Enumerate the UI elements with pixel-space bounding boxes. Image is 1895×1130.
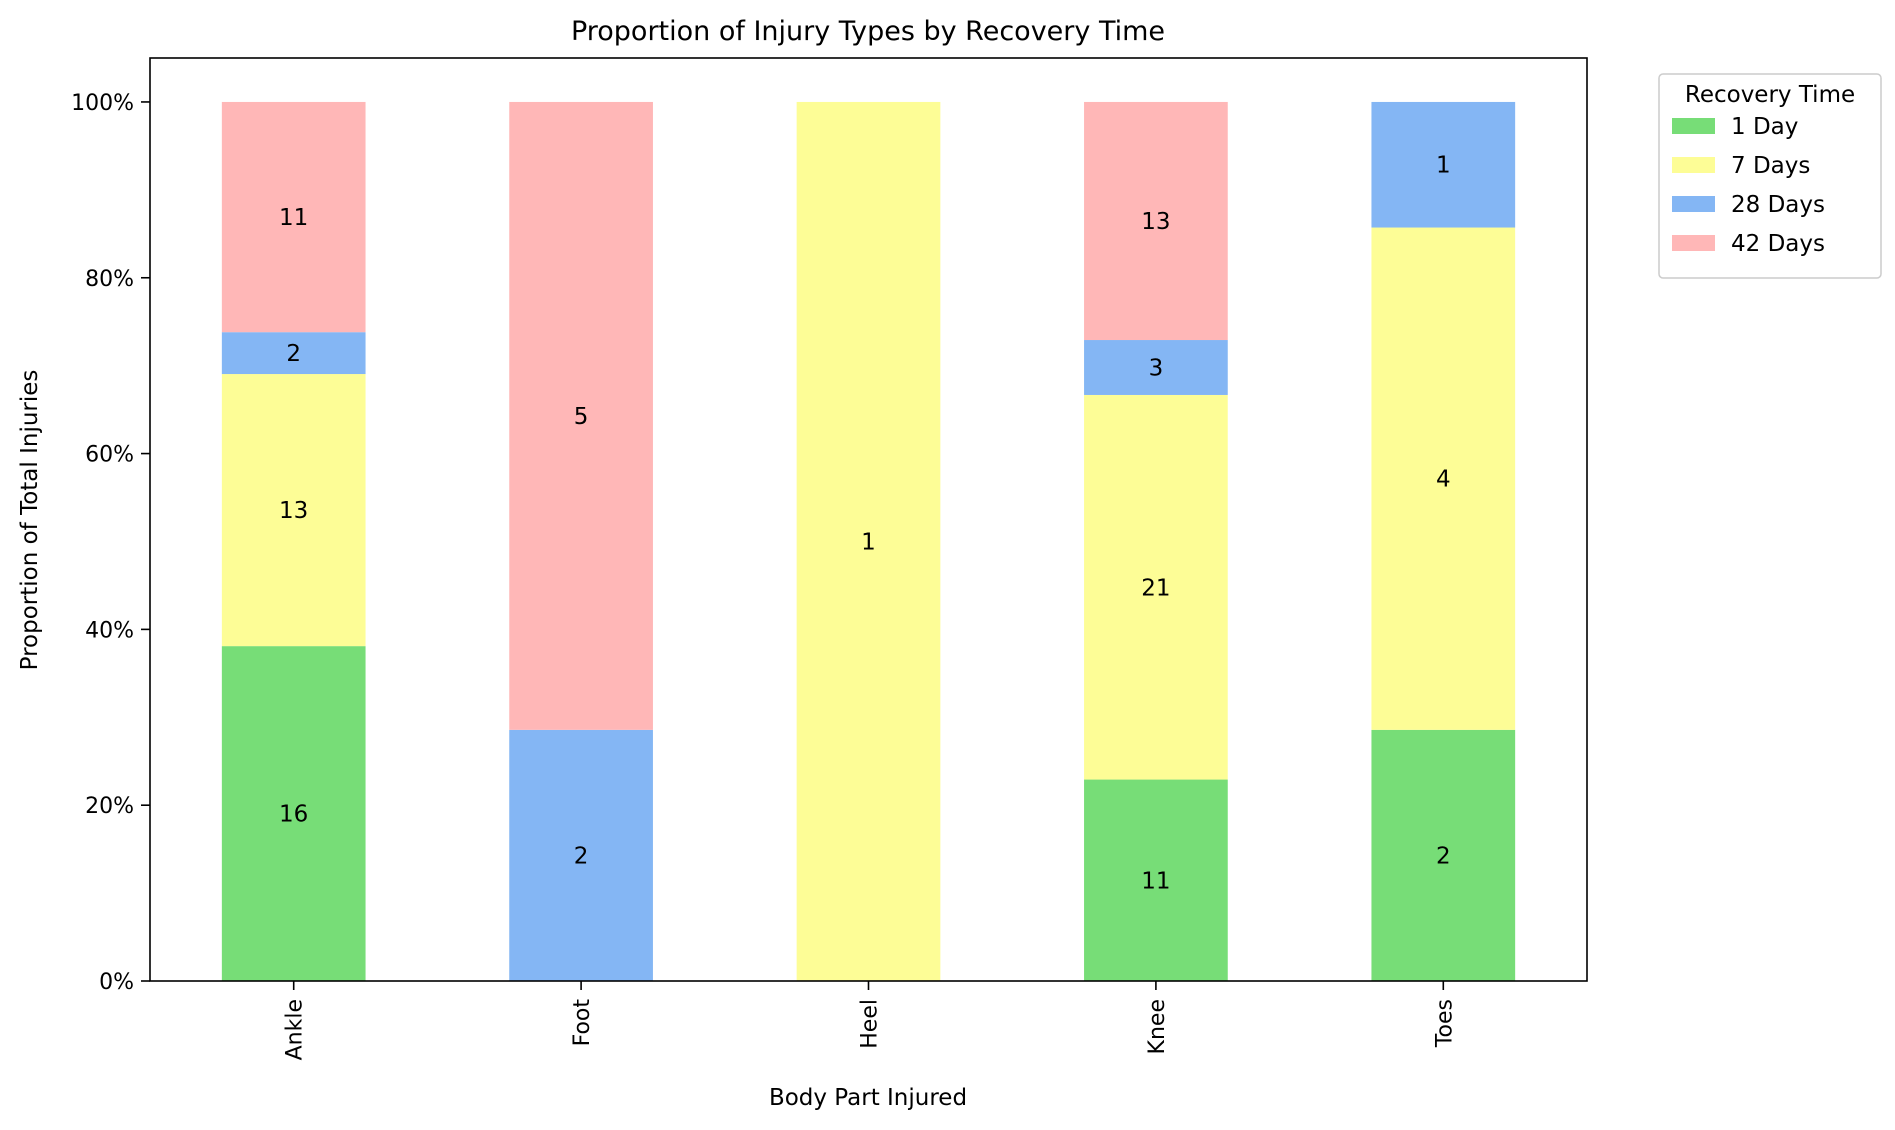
legend-swatch-28-days [1672,196,1715,212]
x-tick-label-toes: Toes [1432,999,1457,1048]
bar-value-label: 11 [279,205,308,231]
bar-toes-7-days [1371,227,1516,730]
bar-value-label: 11 [1141,868,1170,894]
bar-value-label: 13 [279,498,308,524]
x-tick-label-foot: Foot [570,999,595,1047]
legend-swatch-7-days [1672,157,1715,173]
y-tick-label: 80% [85,267,134,292]
legend-items: 1 Day 7 Days 28 Days 42 Days [1672,114,1825,257]
y-tick-label: 100% [71,91,134,116]
bar-ankle-42-days [221,101,366,333]
y-axis: 0% 20% 40% 60% 80% 100% [71,91,150,995]
bar-value-label: 2 [1436,843,1451,869]
bar-value-label: 3 [1149,355,1164,381]
bar-ankle-7-days [221,374,366,647]
y-tick-label: 20% [85,794,134,819]
bar-knee-42-days [1084,101,1228,341]
legend-swatch-1-day [1672,118,1715,134]
legend-label: 28 Days [1731,192,1825,218]
y-tick-label: 60% [85,443,134,468]
bar-knee-7-days [1084,394,1228,780]
y-tick-label: 40% [85,618,134,643]
bar-knee-28-days [1084,340,1228,395]
x-tick-label-ankle: Ankle [283,999,308,1060]
bar-ankle-1-day [221,646,366,981]
y-axis-label: Proportion of Total Injuries [17,370,43,671]
bar-foot-28-days [509,729,653,981]
bar-value-label: 1 [1436,153,1451,179]
bar-toes-28-days [1371,101,1516,228]
x-tick-label-heel: Heel [858,999,883,1049]
legend-label: 7 Days [1731,153,1810,179]
legend-title: Recovery Time [1685,82,1855,108]
legend-label: 1 Day [1731,114,1798,140]
bar-value-label: 2 [286,341,301,367]
x-tick-label-knee: Knee [1145,999,1170,1054]
legend-swatch-42-days [1672,235,1715,251]
bar-foot-42-days [509,101,653,730]
bar-value-label: 2 [574,843,589,869]
bar-ankle-28-days [221,332,366,375]
x-axis: Ankle Foot Heel Knee Toes [283,981,1457,1060]
bar-value-label: 16 [279,802,308,828]
bar-value-label: 5 [574,404,589,430]
y-tick-label: 0% [99,970,134,995]
bar-value-label: 4 [1436,467,1451,493]
bars-layer [221,101,1516,981]
bar-knee-1-day [1084,779,1228,981]
bar-toes-1-day [1371,729,1516,981]
bar-value-label: 1 [861,529,876,555]
bar-value-label: 21 [1141,575,1170,601]
chart-title: Proportion of Injury Types by Recovery T… [571,16,1165,47]
bar-value-label: 13 [1141,209,1170,235]
bar-heel-7-days [796,101,941,981]
legend: Recovery Time 1 Day 7 Days 28 Days 42 Days [1658,73,1882,279]
legend-label: 42 Days [1731,231,1825,257]
x-axis-label: Body Part Injured [769,1085,967,1111]
